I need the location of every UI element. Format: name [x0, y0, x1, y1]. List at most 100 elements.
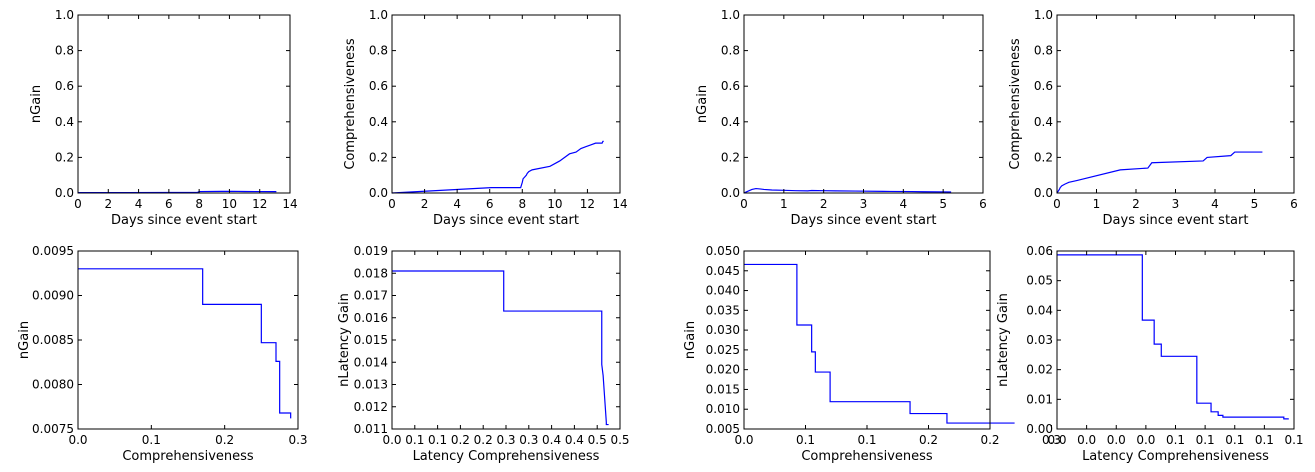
- y-axis-label: nGain: [683, 321, 698, 359]
- y-tick-label: 0.0090: [32, 289, 74, 303]
- y-tick-label: 0.6: [721, 79, 740, 93]
- y-tick-label: 0.015: [354, 333, 388, 347]
- x-tick-label: 0.0: [382, 433, 401, 447]
- x-tick-label: 0.2: [980, 433, 999, 447]
- x-tick-label: 0.1: [1166, 433, 1185, 447]
- series-line: [743, 187, 952, 194]
- y-tick-label: 0.02: [1026, 363, 1053, 377]
- x-tick-label: 0.1: [405, 433, 424, 447]
- x-tick-label: 0.2: [451, 433, 470, 447]
- series-line: [744, 263, 1015, 424]
- x-axis-label: Days since event start: [111, 213, 257, 228]
- x-tick-label: 4: [900, 197, 908, 211]
- x-tick-label: 0.5: [588, 433, 607, 447]
- y-tick-label: 0.050: [706, 244, 740, 258]
- x-tick-label: 4: [135, 197, 143, 211]
- x-tick-label: 14: [612, 197, 627, 211]
- subplot-1: 0 2 4 6 8 10 12 14 0.0 0.2 0.4 0.6 0.8 1.0 Days since …: [29, 8, 298, 228]
- x-tick-label: 0.4: [542, 433, 561, 447]
- y-tick-label: 0.0075: [32, 422, 74, 436]
- x-tick-label: 0.2: [215, 433, 234, 447]
- y-tick-label: 0.0085: [32, 333, 74, 347]
- y-tick-label: 0.8: [369, 44, 388, 58]
- x-axis-label: Comprehensiveness: [122, 449, 254, 464]
- y-tick-label: 1.0: [1034, 8, 1053, 22]
- x-tick-label: 0: [388, 197, 396, 211]
- y-tick-label: 0.019: [354, 244, 388, 258]
- x-tick-label: 0.1: [428, 433, 447, 447]
- x-tick-label: 5: [939, 197, 947, 211]
- series-line: [1056, 151, 1263, 194]
- x-tick-label: 0.0: [1077, 433, 1096, 447]
- y-tick-label: 0.6: [1034, 79, 1053, 93]
- y-tick-label: 0.016: [354, 311, 388, 325]
- y-tick-label: 0.4: [369, 115, 388, 129]
- x-axis-label: Latency Comprehensiveness: [1082, 449, 1269, 464]
- y-tick-label: 0.0: [721, 186, 740, 200]
- axes-frame: [1056, 14, 1295, 194]
- y-tick-label: 0.0: [55, 186, 74, 200]
- x-tick-label: 0.0: [68, 433, 87, 447]
- x-tick-label: 2: [820, 197, 828, 211]
- y-tick-label: 0.6: [369, 79, 388, 93]
- axes-frame: [391, 250, 621, 430]
- series-line: [392, 270, 609, 426]
- x-tick-label: 0.1: [1255, 433, 1274, 447]
- y-tick-label: 0.6: [55, 79, 74, 93]
- y-tick-label: 0.020: [706, 363, 740, 377]
- y-tick-label: 0.4: [55, 115, 74, 129]
- y-tick-label: 0.014: [354, 355, 388, 369]
- x-tick-label: 6: [165, 197, 173, 211]
- y-axis-label: Comprehensiveness: [343, 38, 358, 170]
- x-tick-label: 0.0: [1136, 433, 1155, 447]
- x-tick-label: 0: [74, 197, 82, 211]
- subplot-7: 0.0 0.1 0.1 0.2 0.2 0.3 0.005 0.010 0.015 0.020 0.…: [683, 244, 1061, 464]
- x-tick-label: 0.3: [519, 433, 538, 447]
- x-tick-label: 2: [1132, 197, 1140, 211]
- y-tick-label: 0.8: [1034, 44, 1053, 58]
- x-tick-label: 0: [740, 197, 748, 211]
- x-tick-label: 10: [222, 197, 237, 211]
- y-tick-label: 0.04: [1026, 303, 1053, 317]
- y-tick-label: 0.2: [55, 150, 74, 164]
- x-tick-label: 0.3: [1042, 433, 1061, 447]
- y-tick-label: 0.035: [706, 303, 740, 317]
- y-tick-label: 0.4: [721, 115, 740, 129]
- x-tick-label: 1: [1093, 197, 1101, 211]
- x-tick-label: 6: [979, 197, 987, 211]
- y-tick-label: 0.2: [721, 150, 740, 164]
- x-tick-label: 14: [282, 197, 297, 211]
- x-axis-label: Latency Comprehensiveness: [413, 449, 600, 464]
- y-axis-label: nGain: [29, 85, 44, 123]
- series-line: [1057, 254, 1289, 420]
- axes-frame: [77, 250, 299, 430]
- x-axis-label: Days since event start: [1103, 213, 1249, 228]
- y-tick-label: 0.2: [369, 150, 388, 164]
- x-tick-label: 8: [195, 197, 203, 211]
- y-tick-label: 0.4: [1034, 115, 1053, 129]
- y-tick-label: 0.0: [1034, 186, 1053, 200]
- y-tick-label: 1.0: [369, 8, 388, 22]
- x-tick-label: 0.4: [565, 433, 584, 447]
- x-tick-label: 12: [580, 197, 595, 211]
- axes-frame: [391, 14, 621, 194]
- x-tick-label: 4: [453, 197, 461, 211]
- subplot-5: 0.0 0.1 0.2 0.3 0.0075 0.0080 0.0085 0.0090 0.00…: [17, 244, 308, 464]
- y-tick-label: 0.03: [1026, 333, 1053, 347]
- x-tick-label: 0.1: [1284, 433, 1303, 447]
- y-tick-label: 0.2: [1034, 150, 1053, 164]
- subplot-2: 0 2 4 6 8 10 12 14 0.0 0.2 0.4 0.6 0.8 1.0 Days since …: [343, 8, 628, 228]
- x-tick-label: 0: [1053, 197, 1061, 211]
- y-tick-label: 0.005: [706, 422, 740, 436]
- x-tick-label: 6: [486, 197, 494, 211]
- x-tick-label: 0.1: [1196, 433, 1215, 447]
- y-tick-label: 1.0: [55, 8, 74, 22]
- subplot-6: 0.0 0.1 0.1 0.2 0.2 0.3 0.3 0.4 0.4 0.5 0.50.0110.…: [337, 244, 630, 464]
- x-tick-label: 2: [104, 197, 112, 211]
- x-tick-label: 3: [1172, 197, 1180, 211]
- y-tick-label: 0.010: [706, 402, 740, 416]
- y-tick-label: 0.05: [1026, 274, 1053, 288]
- x-tick-label: 10: [547, 197, 562, 211]
- y-tick-label: 0.011: [354, 422, 388, 436]
